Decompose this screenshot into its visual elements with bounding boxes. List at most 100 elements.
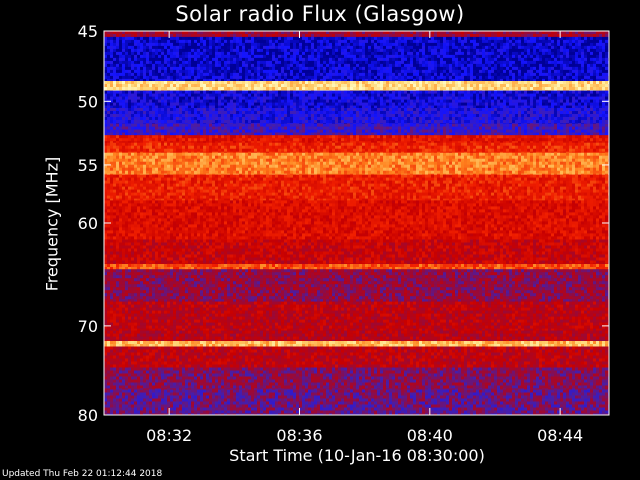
heatmap-cell [122, 78, 125, 82]
heatmap-cell [407, 54, 410, 59]
heatmap-cell [353, 93, 356, 97]
heatmap-cell [140, 57, 143, 62]
heatmap-cell [170, 75, 173, 80]
heatmap-cell [332, 51, 335, 56]
heatmap-cell [386, 63, 389, 68]
heatmap-cell [353, 81, 356, 85]
heatmap-cell [221, 72, 224, 77]
heatmap-cell [455, 63, 458, 68]
heatmap-cell [536, 81, 539, 85]
heatmap-cell [176, 87, 179, 91]
heatmap-cell [119, 81, 122, 85]
heatmap-cell [449, 96, 452, 100]
heatmap-cell [590, 39, 593, 44]
heatmap-cell [236, 51, 239, 56]
heatmap-cell [485, 34, 488, 38]
heatmap-cell [191, 39, 194, 44]
heatmap-cell [383, 75, 386, 80]
heatmap-cell [569, 54, 572, 59]
heatmap-cell [512, 54, 515, 59]
heatmap-cell [530, 45, 533, 50]
heatmap-cell [167, 72, 170, 77]
heatmap-cell [593, 93, 596, 97]
heatmap-cell [602, 31, 605, 35]
heatmap-cell [161, 31, 164, 35]
heatmap-cell [296, 111, 299, 115]
heatmap-cell [587, 39, 590, 44]
heatmap-cell [398, 102, 401, 106]
heatmap-cell [425, 42, 428, 47]
heatmap-cell [227, 90, 230, 91]
heatmap-cell [263, 114, 266, 118]
heatmap-cell [539, 36, 542, 41]
heatmap-cell [545, 48, 548, 53]
heatmap-cell [134, 31, 137, 35]
heatmap-cell [140, 90, 143, 91]
heatmap-cell [440, 60, 443, 65]
heatmap-cell [314, 36, 317, 41]
heatmap-cell [173, 48, 176, 53]
heatmap-cell [416, 111, 419, 115]
heatmap-cell [140, 102, 143, 106]
heatmap-cell [332, 102, 335, 106]
heatmap-cell [293, 54, 296, 59]
heatmap-cell [113, 45, 116, 50]
heatmap-cell [164, 90, 167, 94]
heatmap-cell [506, 34, 509, 38]
heatmap-cell [203, 31, 206, 35]
heatmap-cell [128, 99, 131, 103]
heatmap-cell [416, 81, 419, 85]
heatmap-cell [434, 87, 437, 91]
heatmap-cell [122, 93, 125, 97]
heatmap-cell [470, 108, 473, 112]
heatmap-cell [464, 48, 467, 53]
heatmap-cell [473, 54, 476, 59]
heatmap-cell [140, 34, 143, 38]
heatmap-cell [110, 51, 113, 56]
heatmap-cell [212, 108, 215, 112]
heatmap-cell [290, 31, 293, 35]
heatmap-cell [542, 42, 545, 47]
heatmap-cell [305, 31, 308, 35]
heatmap-cell [464, 105, 467, 109]
heatmap-cell [470, 78, 473, 82]
heatmap-cell [281, 102, 284, 106]
heatmap-cell [575, 31, 578, 35]
heatmap-cell [260, 69, 263, 74]
heatmap-cell [335, 39, 338, 44]
heatmap-cell [278, 111, 281, 115]
heatmap-cell [566, 87, 569, 91]
heatmap-cell [212, 69, 215, 74]
heatmap-cell [326, 90, 329, 91]
heatmap-cell [419, 36, 422, 41]
heatmap-cell [275, 48, 278, 53]
heatmap-cell [128, 78, 131, 82]
heatmap-cell [224, 99, 227, 103]
heatmap-cell [134, 99, 137, 103]
heatmap-cell [185, 34, 188, 38]
heatmap-cell [197, 75, 200, 80]
heatmap-cell [605, 78, 608, 82]
heatmap-cell [266, 66, 269, 71]
heatmap-cell [314, 84, 317, 88]
heatmap-cell [464, 87, 467, 91]
heatmap-cell [152, 87, 155, 91]
heatmap-cell [419, 51, 422, 56]
heatmap-cell [275, 90, 278, 91]
heatmap-cell [578, 66, 581, 71]
heatmap-cell [587, 102, 590, 106]
heatmap-cell [158, 75, 161, 80]
heatmap-cell [473, 75, 476, 80]
heatmap-cell [401, 102, 404, 106]
heatmap-cell [161, 54, 164, 59]
heatmap-cell [317, 54, 320, 59]
heatmap-cell [218, 51, 221, 56]
heatmap-cell [230, 87, 233, 91]
heatmap-cell [575, 48, 578, 53]
heatmap-cell [491, 96, 494, 100]
heatmap-cell [428, 87, 431, 91]
heatmap-cell [167, 54, 170, 59]
heatmap-cell [476, 105, 479, 109]
heatmap-cell [212, 102, 215, 106]
heatmap-cell [308, 102, 311, 106]
